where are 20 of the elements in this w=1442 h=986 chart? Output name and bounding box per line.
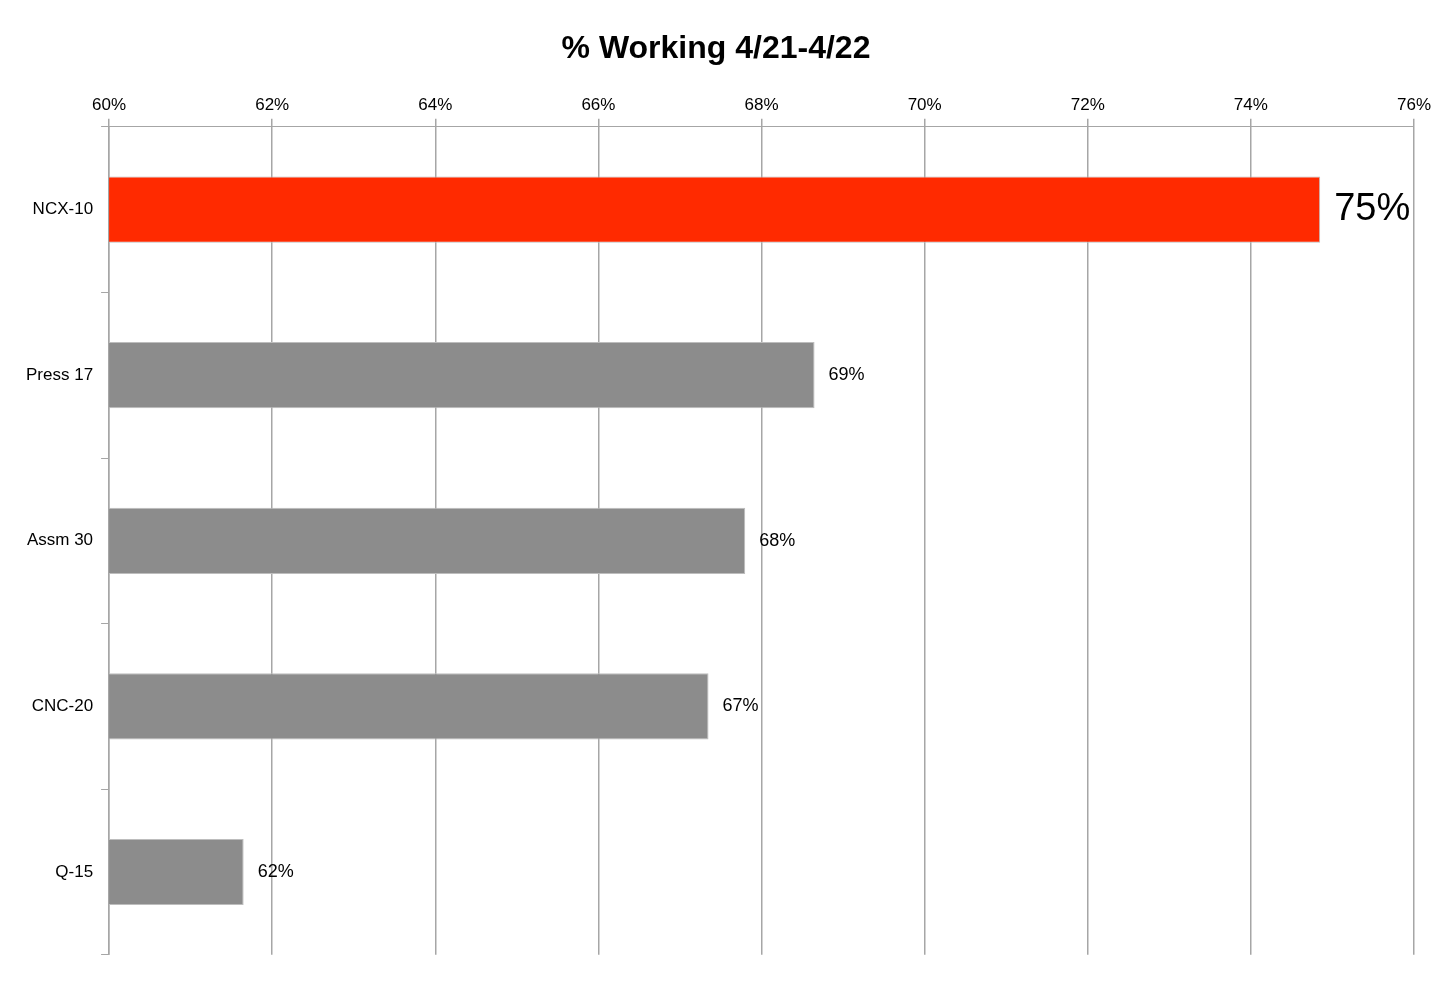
y-tick-label: Q-15 [55, 861, 94, 881]
y-tick-label: Assm 30 [26, 530, 94, 550]
y-tick-label: CNC-20 [31, 696, 94, 716]
data-label: 62% [257, 860, 294, 881]
x-tick-label: 70% [907, 95, 942, 115]
data-label: 75% [1334, 186, 1411, 229]
x-tick-label: 72% [1070, 95, 1105, 115]
x-tick-label: 74% [1233, 95, 1268, 115]
y-tick-label: Press 17 [25, 364, 94, 384]
y-tick-label: NCX-10 [32, 199, 94, 219]
data-label: 69% [828, 364, 865, 385]
x-tick-label: 60% [92, 95, 127, 115]
data-label: 67% [722, 695, 759, 716]
x-tick-label: 66% [581, 95, 616, 115]
x-tick-label: 68% [744, 95, 779, 115]
x-tick-label: 62% [255, 95, 290, 115]
x-tick-label: 64% [418, 95, 453, 115]
chart-title: % Working 4/21-4/22 [561, 29, 871, 66]
x-tick-label: 76% [1396, 95, 1431, 115]
data-label: 68% [759, 529, 796, 550]
